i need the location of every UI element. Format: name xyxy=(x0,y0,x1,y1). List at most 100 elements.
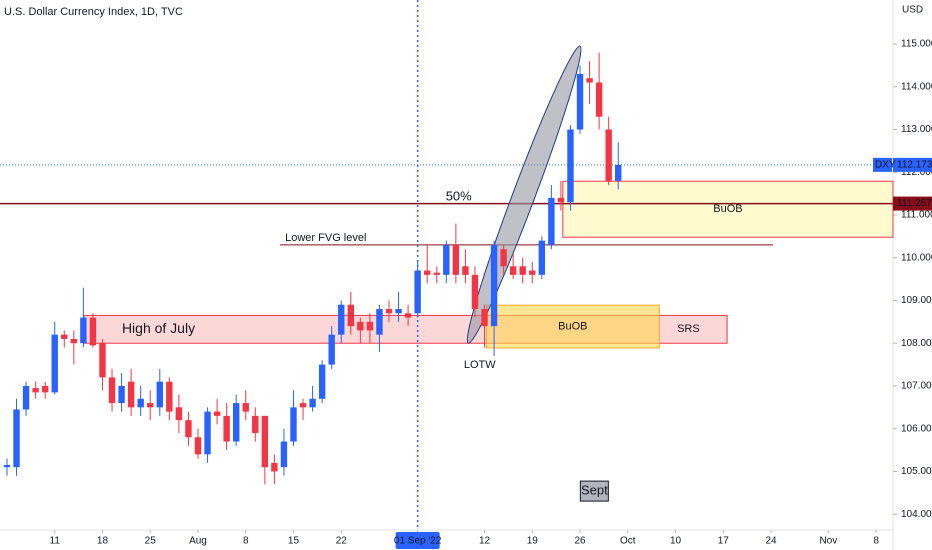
annotation: LOTW xyxy=(464,359,496,371)
tag-label: Sept xyxy=(581,483,608,498)
candle-body xyxy=(118,385,125,404)
x-tick-highlight xyxy=(395,532,440,549)
y-tick-label: 113.000 xyxy=(901,124,932,135)
zone xyxy=(562,180,894,238)
price-label-box xyxy=(893,157,932,172)
candle-body xyxy=(89,317,97,346)
candle-body xyxy=(471,274,479,310)
candle-body xyxy=(213,411,221,416)
candle-body xyxy=(376,309,383,335)
candle-body xyxy=(127,381,135,408)
y-tick-label: 104.000 xyxy=(901,509,932,520)
currency-label: USD xyxy=(902,5,923,16)
candle-body xyxy=(529,270,536,275)
x-tick-label: 25 xyxy=(145,536,157,547)
x-tick-label: 12 xyxy=(479,536,491,547)
chart-title: U.S. Dollar Currency Index, 1D, TVC xyxy=(4,6,183,18)
x-tick-label: Aug xyxy=(189,536,207,547)
price-name-box xyxy=(873,157,892,172)
candle-body xyxy=(252,415,259,433)
x-tick-label: 8 xyxy=(873,536,879,547)
level-label: Lower FVG level xyxy=(285,232,366,244)
candle-body xyxy=(395,309,402,314)
candle-body xyxy=(615,164,622,181)
candle-body xyxy=(204,411,211,455)
y-tick-label: 106.000 xyxy=(901,423,932,434)
zone-label: BuOB xyxy=(713,203,742,215)
x-tick-label: 15 xyxy=(288,536,300,547)
x-tick-label: 17 xyxy=(718,536,730,547)
x-tick-label: 26 xyxy=(574,536,586,547)
candle-body xyxy=(242,403,249,412)
price-label-box xyxy=(893,196,932,211)
candle-body xyxy=(462,266,469,275)
candle-body xyxy=(13,409,20,468)
candle-body xyxy=(41,385,49,393)
x-tick-label: Oct xyxy=(620,536,636,547)
x-tick-label: 10 xyxy=(670,536,682,547)
y-tick-label: 115.000 xyxy=(901,39,932,50)
candle-body xyxy=(500,249,507,267)
x-tick-label: 24 xyxy=(765,536,777,547)
price-name: DXY xyxy=(875,159,896,170)
candle-body xyxy=(328,334,335,365)
candle-body xyxy=(548,197,555,245)
candle-body xyxy=(290,407,297,442)
zone-label: BuOB xyxy=(558,320,587,332)
candle-body xyxy=(605,129,612,181)
x-tick-label: 8 xyxy=(243,536,249,547)
candle-body xyxy=(538,240,546,275)
y-tick-label: 109.000 xyxy=(901,295,932,306)
annotation: 50% xyxy=(446,188,472,203)
candle-body xyxy=(299,403,307,408)
candle-body xyxy=(519,266,526,275)
candle-body xyxy=(414,270,421,314)
candle-body xyxy=(261,415,269,468)
y-tick-label: 110.000 xyxy=(901,252,932,263)
x-tick-label: 18 xyxy=(97,536,109,547)
candle-body xyxy=(80,317,87,344)
candle-body xyxy=(443,244,450,275)
candle-body xyxy=(147,403,154,408)
x-tick-label: 19 xyxy=(527,536,539,547)
candle-body xyxy=(232,403,240,442)
candle-body xyxy=(99,343,106,378)
y-tick-label: 105.000 xyxy=(901,466,932,477)
x-tick-label: Nov xyxy=(819,536,837,547)
candle-body xyxy=(452,244,460,275)
x-tick-label: 22 xyxy=(336,536,348,547)
candle-body xyxy=(424,270,431,275)
candle-body xyxy=(166,381,173,412)
zone-label: High of July xyxy=(122,320,195,336)
candle-body xyxy=(433,272,440,275)
candle-body xyxy=(557,197,565,203)
candle-body xyxy=(194,437,202,455)
y-tick-label: 111.000 xyxy=(901,210,932,221)
candle-body xyxy=(70,338,78,344)
price-label: 112.173 xyxy=(897,159,932,170)
tag-box xyxy=(579,480,609,502)
y-tick-label: 108.000 xyxy=(901,338,932,349)
y-tick-label: 107.000 xyxy=(901,381,932,392)
candle-body xyxy=(309,398,316,408)
candle-body xyxy=(357,321,364,331)
candle-body xyxy=(318,364,326,399)
candle-body xyxy=(156,381,163,408)
candle-body xyxy=(385,309,393,314)
candle-body xyxy=(347,304,355,327)
candle-body xyxy=(223,415,230,442)
candle-body xyxy=(576,73,584,130)
price-label: 111.267 xyxy=(897,198,932,209)
candle-body xyxy=(137,398,144,408)
candle-body xyxy=(481,309,488,327)
y-tick-label: 112.000 xyxy=(901,167,932,178)
candle-body xyxy=(108,377,116,404)
candle-body xyxy=(280,441,288,468)
zone xyxy=(485,304,660,349)
candle-body xyxy=(338,304,345,335)
x-tick-label: 01 Sep '22 xyxy=(394,536,442,547)
candle-body xyxy=(175,407,183,421)
candle-body xyxy=(567,129,574,203)
